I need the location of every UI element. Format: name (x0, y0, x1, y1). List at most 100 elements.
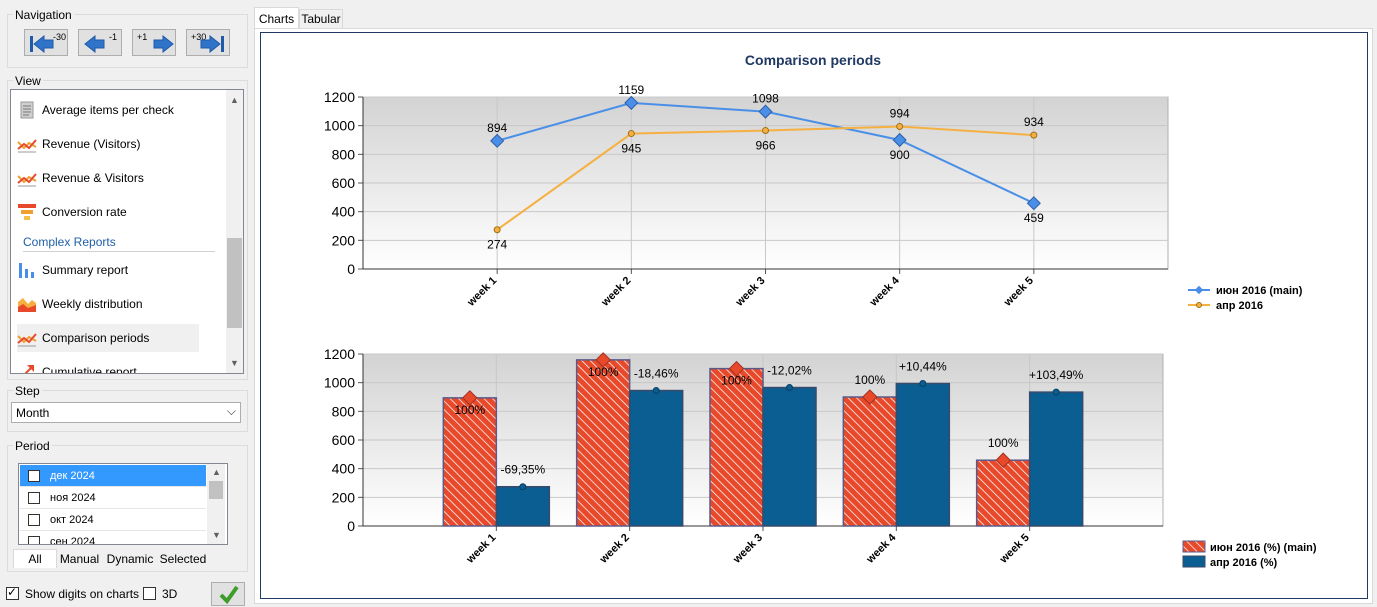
data-label: 459 (1024, 211, 1044, 225)
view-item-comparison-periods[interactable]: Comparison periods (17, 324, 199, 352)
period-row[interactable]: ноя 2024 (20, 487, 206, 509)
view-list-scrollbar[interactable]: ▲ ▼ (226, 90, 243, 373)
tab-label: Manual (59, 551, 100, 566)
scroll-up-icon[interactable]: ▲ (212, 467, 221, 477)
x-tick-label: week 3 (733, 275, 768, 310)
bar-marker (786, 384, 793, 392)
line-chart: 0 200 400 600 800 1000 1200 week 1 week 2 week 3 w… (324, 83, 1303, 312)
y-tick-label: 600 (332, 175, 356, 191)
period-label: сен 2024 (50, 535, 96, 545)
view-item-revenue-and-visitors[interactable]: Revenue & Visitors (17, 164, 144, 192)
tab-charts[interactable]: Charts (254, 7, 299, 29)
period-row[interactable]: дек 2024 (20, 465, 206, 487)
y-tick-label: 1200 (324, 89, 355, 105)
x-tick-label: week 4 (864, 531, 899, 566)
scroll-up-icon[interactable]: ▲ (230, 95, 239, 105)
view-item-label: Comparison periods (42, 331, 150, 345)
three-d-checkbox[interactable] (143, 587, 156, 600)
data-label: -69,35% (500, 463, 545, 477)
period-checkbox[interactable] (28, 535, 40, 544)
data-point (758, 104, 773, 119)
period-label: ноя 2024 (50, 491, 96, 504)
x-tick-label: week 1 (464, 532, 499, 567)
data-label: 1098 (752, 92, 779, 106)
data-point (493, 226, 501, 234)
bar-chart: 0 200 400 600 800 1000 1200 week 1 week 2 week 3 w… (324, 346, 1317, 569)
step-select[interactable]: Month ⌵ (11, 402, 241, 423)
data-label: 994 (890, 107, 910, 121)
period-checkbox[interactable] (28, 513, 40, 526)
legend-marker (1194, 285, 1204, 295)
legend-label: июн 2016 (%) (main) (1210, 542, 1317, 554)
y-tick-label: 400 (332, 204, 356, 220)
view-item-label: Cumulative report (42, 365, 137, 374)
period-checkbox[interactable] (28, 491, 40, 504)
period-tab-all[interactable]: All (13, 549, 57, 568)
data-point (1026, 196, 1041, 211)
complex-reports-header: Complex Reports (23, 235, 215, 252)
chart-title: Comparison periods (745, 52, 881, 68)
step-selected: Month (16, 406, 50, 420)
bar-marker (462, 390, 478, 406)
chevron-down-icon: ⌵ (226, 404, 236, 418)
line-chart-icon (17, 333, 37, 347)
bar-marker (595, 352, 611, 368)
period-tab-manual[interactable]: Manual (57, 549, 102, 568)
apply-button[interactable] (211, 582, 245, 606)
back-30-label: -30 (53, 32, 67, 42)
period-list[interactable]: дек 2024 ноя 2024 окт 2024 сен 2024 ▲ ▼ (18, 463, 228, 545)
show-digits-checkbox[interactable]: ✓ (6, 585, 19, 600)
scroll-thumb[interactable] (209, 481, 223, 499)
view-item-summary-report[interactable]: Summary report (17, 256, 128, 284)
scroll-down-icon[interactable]: ▼ (230, 358, 239, 368)
back-1-button[interactable]: -1 (78, 29, 122, 56)
view-list[interactable]: Average items per check Revenue (Visitor… (10, 89, 244, 374)
view-item-cumulative-report[interactable]: Cumulative report (17, 358, 137, 374)
forward-30-button[interactable]: +30 (186, 29, 230, 56)
tab-label: Dynamic (106, 551, 154, 566)
back-30-button[interactable]: -30 (24, 29, 68, 56)
period-row[interactable]: окт 2024 (20, 509, 206, 531)
scroll-down-icon[interactable]: ▼ (212, 530, 221, 540)
bar-marker (652, 387, 660, 395)
x-tick-label: week 3 (730, 532, 765, 567)
view-group (7, 80, 248, 380)
period-list-scrollbar[interactable]: ▲ ▼ (207, 464, 225, 544)
right-arrow-icon (153, 35, 174, 53)
period-tab-selected[interactable]: Selected (157, 549, 209, 568)
y-tick-label: 800 (332, 403, 356, 419)
period-label: дек 2024 (50, 469, 95, 482)
period-tab-dynamic[interactable]: Dynamic (103, 549, 157, 568)
area-chart-icon (18, 298, 36, 312)
x-tick-label: week 2 (599, 275, 634, 310)
forward-1-button[interactable]: +1 (132, 29, 176, 56)
period-row[interactable]: сен 2024 (20, 531, 206, 545)
legend-label: июн 2016 (main) (1216, 285, 1303, 297)
view-item-average-items[interactable]: Average items per check (17, 96, 174, 124)
legend-marker (1196, 302, 1202, 308)
bar (442, 397, 498, 527)
scroll-thumb[interactable] (227, 238, 242, 328)
forward-30-label: +30 (191, 32, 207, 42)
period-title: Period (13, 439, 52, 453)
navigation-title: Navigation (13, 8, 74, 22)
data-label: 100% (854, 373, 885, 387)
view-item-conversion-rate[interactable]: Conversion rate (17, 198, 127, 226)
data-label: 900 (890, 148, 910, 162)
forward-1-label: +1 (137, 32, 148, 42)
bar-marker (862, 389, 878, 405)
data-label: 966 (755, 139, 775, 153)
period-checkbox[interactable] (28, 469, 40, 482)
period-group (7, 445, 248, 572)
data-label: 934 (1024, 115, 1044, 129)
data-label: 100% (988, 436, 1019, 450)
data-label: 1159 (618, 83, 644, 97)
view-item-revenue-visitors[interactable]: Revenue (Visitors) (17, 130, 140, 158)
tab-label: All (28, 552, 42, 566)
show-digits-label: Show digits on charts (25, 587, 140, 601)
back-1-label: -1 (109, 32, 118, 42)
legend-label: апр 2016 (1216, 300, 1263, 312)
bar-marker (1052, 388, 1060, 396)
data-point (490, 133, 505, 148)
view-item-weekly-distribution[interactable]: Weekly distribution (17, 290, 143, 318)
